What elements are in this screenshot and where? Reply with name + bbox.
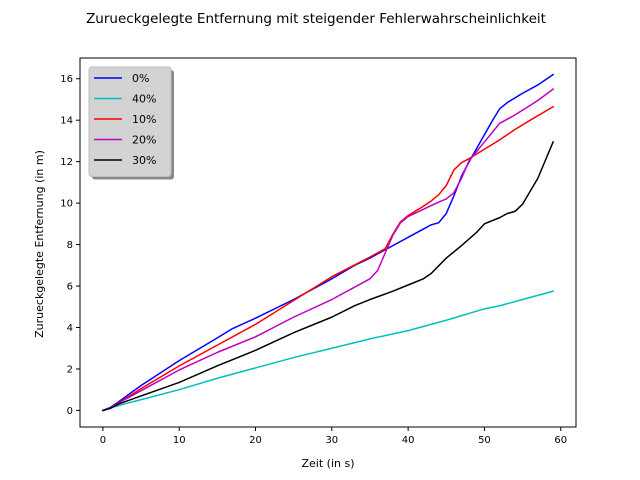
series-line-2 xyxy=(101,105,555,412)
axes-frame xyxy=(79,57,577,428)
y-tick-label: 12 xyxy=(60,157,73,168)
series-line-3 xyxy=(101,88,555,412)
x-tick-label: 60 xyxy=(554,435,567,446)
legend: 0% 40% 10% 20% 30% xyxy=(88,66,174,180)
x-tick-label: 10 xyxy=(173,435,186,446)
y-tick-label: 0 xyxy=(67,406,73,417)
y-tick-label: 6 xyxy=(67,282,73,293)
legend-label-3: 20% xyxy=(132,134,156,147)
legend-box xyxy=(88,66,172,177)
x-tick-label: 40 xyxy=(402,435,415,446)
legend-label-0: 0% xyxy=(132,72,149,85)
y-tick-label: 16 xyxy=(60,74,73,85)
x-tick-label: 0 xyxy=(100,435,106,446)
plot-area: 0 10 20 30 40 50 60 0 2 4 6 8 10 12 14 16 0% 40% 10% 20% 30% xyxy=(60,57,577,446)
y-tick-label: 10 xyxy=(60,199,73,210)
series-line-4 xyxy=(101,140,555,412)
x-tick-label: 50 xyxy=(478,435,491,446)
x-tick-label: 30 xyxy=(325,435,338,446)
y-tick-label: 8 xyxy=(67,240,73,251)
series-line-0 xyxy=(101,73,555,412)
series-line-1 xyxy=(101,290,555,412)
y-tick-label: 4 xyxy=(67,323,73,334)
x-tick-label: 20 xyxy=(249,435,262,446)
y-tick-label: 2 xyxy=(67,364,73,375)
legend-label-2: 10% xyxy=(132,113,156,126)
y-axis-label: Zurueckgelegte Entfernung (in m) xyxy=(33,150,46,338)
x-axis-label: Zeit (in s) xyxy=(301,457,354,470)
chart-title: Zurueckgelegte Entfernung mit steigender… xyxy=(86,11,546,27)
legend-label-1: 40% xyxy=(132,93,156,106)
y-tick-label: 14 xyxy=(60,116,73,127)
legend-label-4: 30% xyxy=(132,154,156,167)
